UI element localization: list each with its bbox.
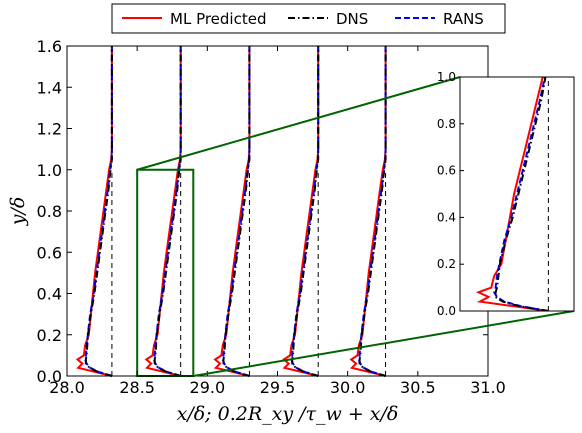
ml-predicted-profile-2: [213, 46, 251, 377]
inset-y-tick-label-4: 0.8: [437, 117, 456, 131]
dns-profile-0: [84, 46, 113, 377]
inset-dns-profile: [494, 77, 549, 311]
x-tick-label-2: 29.0: [190, 378, 226, 397]
rans-profile-0: [84, 46, 113, 377]
ml-predicted-profile-1: [144, 46, 182, 377]
zoom-connector-lines: [136, 76, 575, 377]
y-axis-label: y/δ: [7, 197, 29, 227]
inset-y-tick-label-2: 0.4: [437, 210, 456, 224]
rans-profile-4: [357, 46, 387, 377]
x-tick-label-1: 28.5: [119, 378, 155, 397]
inset-y-tick-label-3: 0.6: [437, 164, 456, 178]
main-frame: [66, 45, 489, 377]
x-axis-label: x/δ; 0.2R_xy /τ_w + x/δ: [177, 403, 399, 425]
y-tick-label-4: 0.8: [37, 202, 62, 221]
y-tick-label-1: 0.2: [37, 326, 62, 345]
y-tick-label-3: 0.6: [37, 243, 62, 262]
dns-profile-3: [291, 46, 320, 377]
legend-label-0: ML Predicted: [170, 10, 266, 28]
inset-content: [475, 77, 549, 311]
dns-profile-2: [222, 46, 251, 377]
inset-frame: [459, 76, 575, 312]
x-tick-label-5: 30.5: [400, 378, 436, 397]
inset-ml-predicted-profile: [475, 77, 549, 311]
y-tick-label-8: 1.6: [37, 37, 62, 56]
y-tick-label-5: 1.0: [37, 161, 62, 180]
inset-y-tick-label-0: 0.0: [437, 304, 456, 318]
inset-y-tick-label-5: 1.0: [437, 70, 456, 84]
y-tick-label-6: 1.2: [37, 120, 62, 139]
x-tick-label-0: 28.0: [49, 378, 85, 397]
zoom-connector-bottom: [193, 310, 575, 377]
x-tick-label-6: 31.0: [470, 378, 506, 397]
legend-label-2: RANS: [443, 10, 484, 28]
ml-predicted-profile-3: [282, 46, 320, 377]
ml-predicted-profile-4: [349, 46, 387, 377]
y-tick-label-7: 1.4: [37, 78, 62, 97]
y-tick-label-0: 0.0: [37, 367, 62, 386]
ml-predicted-profile-0: [75, 46, 113, 377]
rans-profile-1: [152, 46, 182, 377]
y-tick-label-2: 0.4: [37, 285, 62, 304]
inset-background: [460, 77, 574, 311]
rans-profile-3: [290, 46, 320, 377]
dns-profile-4: [358, 46, 387, 377]
inset-y-tick-label-1: 0.2: [437, 257, 456, 271]
dns-profile-1: [153, 46, 182, 377]
legend-label-1: DNS: [336, 10, 368, 28]
x-tick-label-3: 29.5: [260, 378, 296, 397]
inset-axes: 0.0 0.2 0.4 0.6 0.8 1.0: [437, 70, 575, 318]
main-axes: 28.0 28.5 29.0 29.5 30.0 30.5 31.0 0.0 0.2 0.4 0.6…: [7, 37, 506, 425]
x-tick-label-4: 30.0: [330, 378, 366, 397]
rans-profile-2: [221, 46, 251, 377]
zoom-connector-top: [136, 76, 461, 171]
legend: ML Predicted DNS RANS: [111, 3, 506, 34]
